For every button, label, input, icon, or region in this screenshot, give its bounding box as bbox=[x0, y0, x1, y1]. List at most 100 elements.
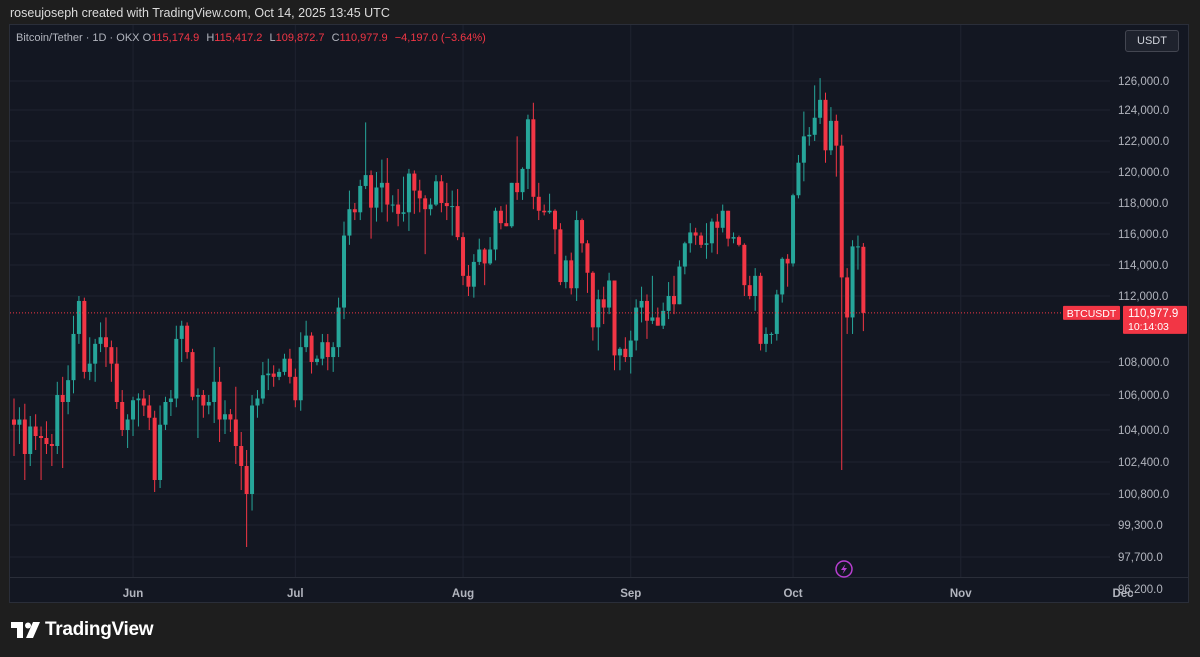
candle-body[interactable] bbox=[136, 398, 141, 401]
candle-body[interactable] bbox=[715, 221, 720, 228]
candle-body[interactable] bbox=[639, 300, 644, 308]
candle-body[interactable] bbox=[444, 203, 449, 207]
candle-body[interactable] bbox=[314, 358, 319, 362]
candle-body[interactable] bbox=[271, 373, 276, 377]
candle-body[interactable] bbox=[801, 136, 806, 163]
candle-body[interactable] bbox=[569, 260, 574, 289]
chart-panel[interactable]: 126,000.0 124,000.0 122,000.0 120,000.0 118,… bbox=[9, 24, 1189, 603]
candle-body[interactable] bbox=[477, 249, 482, 262]
candle-body[interactable] bbox=[428, 204, 433, 210]
candle-body[interactable] bbox=[807, 134, 812, 137]
candle-body[interactable] bbox=[818, 99, 823, 118]
candle-body[interactable] bbox=[433, 181, 438, 205]
candle-body[interactable] bbox=[374, 187, 379, 208]
candle-body[interactable] bbox=[601, 299, 606, 308]
symbol-label[interactable]: Bitcoin/Tether · 1D · OKX bbox=[16, 32, 140, 44]
candle-body[interactable] bbox=[590, 272, 595, 328]
candle-body[interactable] bbox=[515, 182, 520, 193]
candle-body[interactable] bbox=[699, 235, 704, 245]
candle-body[interactable] bbox=[763, 333, 768, 344]
tradingview-logo[interactable]: TradingView bbox=[11, 619, 154, 641]
candle-body[interactable] bbox=[163, 402, 168, 425]
candle-body[interactable] bbox=[125, 419, 130, 431]
candle-body[interactable] bbox=[379, 182, 384, 188]
candle-body[interactable] bbox=[536, 196, 541, 211]
candle-body[interactable] bbox=[93, 343, 98, 364]
candle-body[interactable] bbox=[612, 280, 617, 356]
candle-body[interactable] bbox=[488, 249, 493, 264]
candle-body[interactable] bbox=[726, 210, 731, 239]
candle-body[interactable] bbox=[574, 220, 579, 289]
candle-body[interactable] bbox=[558, 229, 563, 283]
candle-body[interactable] bbox=[720, 210, 725, 228]
candle-body[interactable] bbox=[66, 380, 71, 402]
candle-body[interactable] bbox=[644, 300, 649, 321]
candle-body[interactable] bbox=[834, 120, 839, 146]
candle-body[interactable] bbox=[693, 232, 698, 236]
candle-body[interactable] bbox=[423, 198, 428, 210]
candle-body[interactable] bbox=[406, 173, 411, 213]
candle-body[interactable] bbox=[736, 237, 741, 245]
candle-body[interactable] bbox=[850, 246, 855, 318]
candle-body[interactable] bbox=[672, 296, 677, 305]
candle-body[interactable] bbox=[114, 363, 119, 402]
candle-body[interactable] bbox=[239, 446, 244, 466]
candle-body[interactable] bbox=[131, 400, 136, 420]
candle-body[interactable] bbox=[76, 300, 81, 334]
candle-body[interactable] bbox=[450, 206, 455, 208]
candle-body[interactable] bbox=[141, 398, 146, 406]
candle-body[interactable] bbox=[542, 210, 547, 213]
candle-body[interactable] bbox=[336, 307, 341, 348]
candle-body[interactable] bbox=[504, 223, 509, 227]
candle-body[interactable] bbox=[363, 175, 368, 186]
candle-body[interactable] bbox=[666, 296, 671, 311]
candle-body[interactable] bbox=[471, 261, 476, 287]
candle-body[interactable] bbox=[780, 258, 785, 295]
candle-body[interactable] bbox=[401, 212, 406, 214]
candle-body[interactable] bbox=[396, 204, 401, 214]
candle-body[interactable] bbox=[455, 206, 460, 238]
candle-body[interactable] bbox=[655, 317, 660, 326]
candle-body[interactable] bbox=[439, 181, 444, 203]
candle-body[interactable] bbox=[617, 348, 622, 356]
candle-body[interactable] bbox=[174, 338, 179, 399]
candle-body[interactable] bbox=[682, 243, 687, 267]
candle-body[interactable] bbox=[580, 220, 585, 244]
candle-body[interactable] bbox=[688, 232, 693, 244]
candle-body[interactable] bbox=[498, 210, 503, 224]
candle-body[interactable] bbox=[417, 190, 422, 199]
candle-body[interactable] bbox=[222, 414, 227, 420]
candle-body[interactable] bbox=[298, 347, 303, 401]
event-marker-icon[interactable] bbox=[835, 560, 853, 578]
candle-body[interactable] bbox=[585, 243, 590, 273]
candle-body[interactable] bbox=[634, 307, 639, 341]
candle-body[interactable] bbox=[553, 210, 557, 230]
candle-body[interactable] bbox=[12, 419, 16, 425]
candle-body[interactable] bbox=[412, 173, 417, 191]
candle-body[interactable] bbox=[55, 395, 60, 446]
candle-body[interactable] bbox=[233, 419, 238, 447]
candle-body[interactable] bbox=[747, 285, 752, 296]
candle-body[interactable] bbox=[758, 275, 763, 344]
candle-body[interactable] bbox=[769, 333, 774, 335]
candle-body[interactable] bbox=[731, 237, 736, 239]
candle-body[interactable] bbox=[607, 280, 612, 308]
candle-body[interactable] bbox=[87, 363, 92, 372]
candle-body[interactable] bbox=[309, 335, 314, 362]
currency-button[interactable]: USDT bbox=[1125, 30, 1179, 52]
candle-body[interactable] bbox=[369, 175, 374, 208]
candle-body[interactable] bbox=[217, 381, 222, 420]
candle-body[interactable] bbox=[661, 310, 666, 326]
candle-body[interactable] bbox=[650, 317, 655, 321]
candle-body[interactable] bbox=[385, 182, 390, 205]
candle-body[interactable] bbox=[277, 371, 282, 377]
candle-body[interactable] bbox=[212, 381, 217, 402]
candle-body[interactable] bbox=[753, 275, 758, 296]
candle-body[interactable] bbox=[22, 419, 27, 455]
candlestick-chart[interactable]: 126,000.0 124,000.0 122,000.0 120,000.0 118,… bbox=[10, 25, 1188, 602]
candle-body[interactable] bbox=[493, 210, 498, 250]
candle-body[interactable] bbox=[60, 395, 65, 402]
candle-body[interactable] bbox=[812, 117, 817, 135]
candle-body[interactable] bbox=[147, 405, 152, 418]
candle-body[interactable] bbox=[49, 444, 54, 446]
